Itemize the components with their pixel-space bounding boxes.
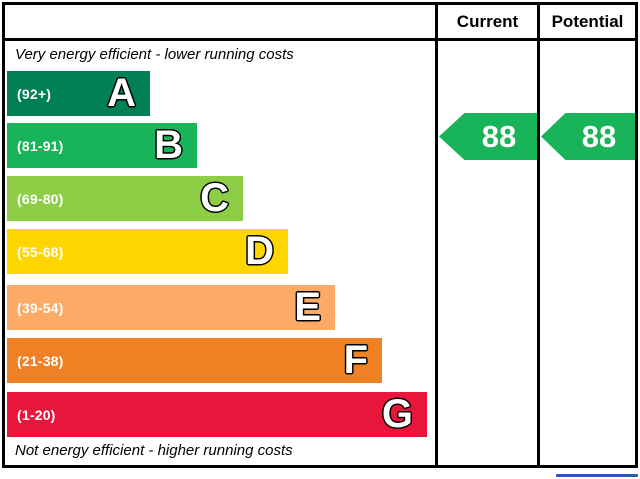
band-letter: F: [343, 337, 368, 382]
band-range-label: (1-20): [17, 406, 56, 423]
column-divider-current: [435, 5, 438, 465]
blue-underline-decoration: [556, 474, 638, 477]
caption-very-efficient: Very energy efficient - lower running co…: [15, 46, 294, 63]
band-range-label: (81-91): [17, 137, 64, 154]
band-range-label: (39-54): [17, 299, 64, 316]
band-range-label: (55-68): [17, 243, 64, 260]
band-row-e: (39-54) E: [7, 285, 335, 330]
potential-rating-value: 88: [581, 119, 617, 154]
current-rating-arrow: 88: [439, 113, 537, 160]
band-row-g: (1-20) G: [7, 392, 427, 437]
band-letter: B: [154, 122, 183, 167]
band-range-label: (21-38): [17, 352, 64, 369]
band-letter: E: [294, 284, 321, 329]
band-letter: D: [245, 228, 274, 273]
header-current: Current: [456, 11, 519, 31]
band-row-b: (81-91) B: [7, 123, 197, 168]
potential-rating-arrow: 88: [541, 113, 635, 160]
header-potential: Potential: [551, 11, 624, 31]
band-row-c: (69-80) C: [7, 176, 243, 221]
band-letter: A: [107, 70, 136, 115]
epc-rating-table: Current Potential Very energy efficient …: [2, 2, 638, 468]
band-letter: G: [381, 391, 413, 436]
band-range-label: (69-80): [17, 190, 64, 207]
band-letter: C: [200, 175, 229, 220]
band-row-f: (21-38) F: [7, 338, 382, 383]
band-row-a: (92+) A: [7, 71, 150, 116]
column-divider-potential: [537, 5, 540, 465]
header-divider: [5, 38, 635, 41]
band-range-label: (92+): [17, 85, 52, 102]
current-rating-value: 88: [481, 119, 517, 154]
band-row-d: (55-68) D: [7, 229, 288, 274]
caption-not-efficient: Not energy efficient - higher running co…: [15, 442, 293, 459]
